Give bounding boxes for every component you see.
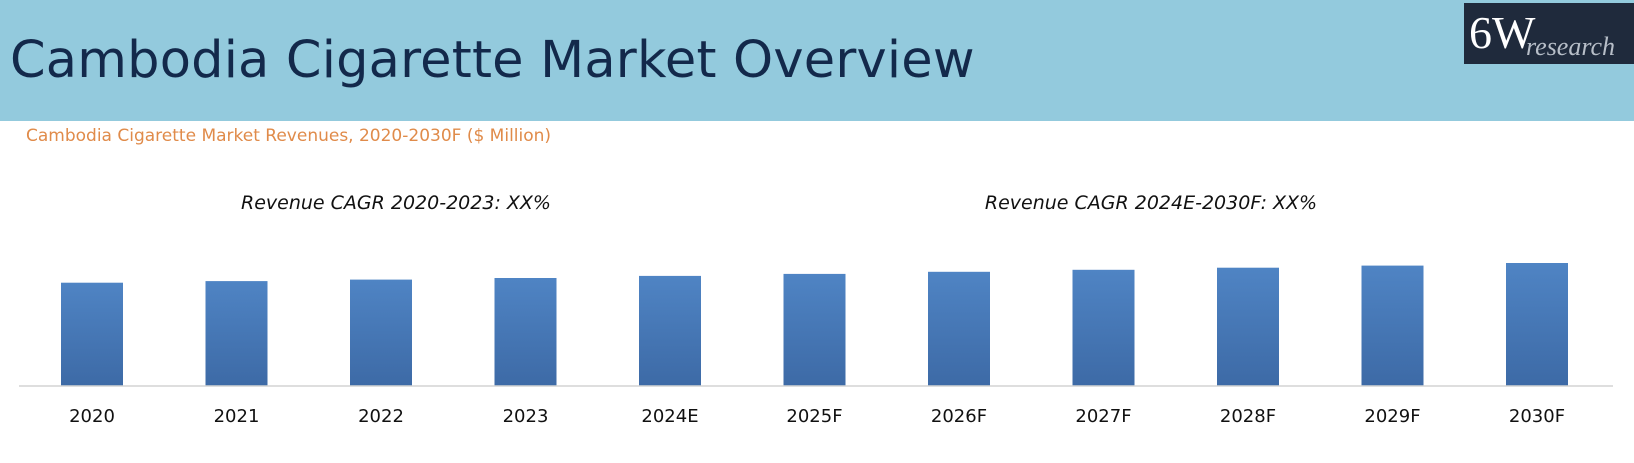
cagr-annotation-forecast: Revenue CAGR 2024E-2030F: XX% — [985, 192, 1317, 214]
x-tick-label-2028f: 2028F — [1220, 406, 1276, 427]
bars-layer — [61, 263, 1568, 387]
x-tick-label-2022: 2022 — [358, 406, 404, 427]
logo-main-text: 6W — [1469, 7, 1536, 58]
bar-2024e — [639, 275, 701, 386]
chart-title: Cambodia Cigarette Market Revenues, 2020… — [26, 126, 552, 146]
bar-2027f — [1072, 269, 1135, 387]
bar-2026f — [928, 271, 990, 386]
x-tick-label-2021: 2021 — [214, 406, 260, 427]
x-tick-label-2030f: 2030F — [1509, 406, 1565, 427]
page-title: Cambodia Cigarette Market Overview — [10, 31, 975, 90]
header-band — [0, 0, 1634, 121]
cagr-annotation-historical: Revenue CAGR 2020-2023: XX% — [241, 192, 551, 214]
bar-2021 — [205, 281, 268, 386]
bar-2022 — [350, 279, 412, 386]
x-tick-label-2023: 2023 — [503, 406, 549, 427]
x-tick-labels: 2020 2021 2022 2023 2024E 2025F 2026F 2027F 2028… — [69, 406, 1565, 427]
bar-2030f — [1506, 263, 1568, 386]
bar-2028f — [1217, 267, 1279, 386]
x-tick-label-2026f: 2026F — [931, 406, 987, 427]
bar-2025f — [783, 273, 846, 386]
x-tick-label-2025f: 2025F — [786, 406, 842, 427]
logo-6w-research: 6W research — [1464, 3, 1634, 64]
x-tick-label-2029f: 2029F — [1364, 406, 1420, 427]
bar-2020 — [61, 282, 123, 386]
x-tick-label-2020: 2020 — [69, 406, 115, 427]
bar-2023 — [494, 278, 557, 386]
logo-sub-text: research — [1526, 32, 1616, 61]
bar-2029f — [1361, 265, 1424, 386]
x-tick-label-2027f: 2027F — [1075, 406, 1131, 427]
x-tick-label-2024e: 2024E — [641, 406, 698, 427]
